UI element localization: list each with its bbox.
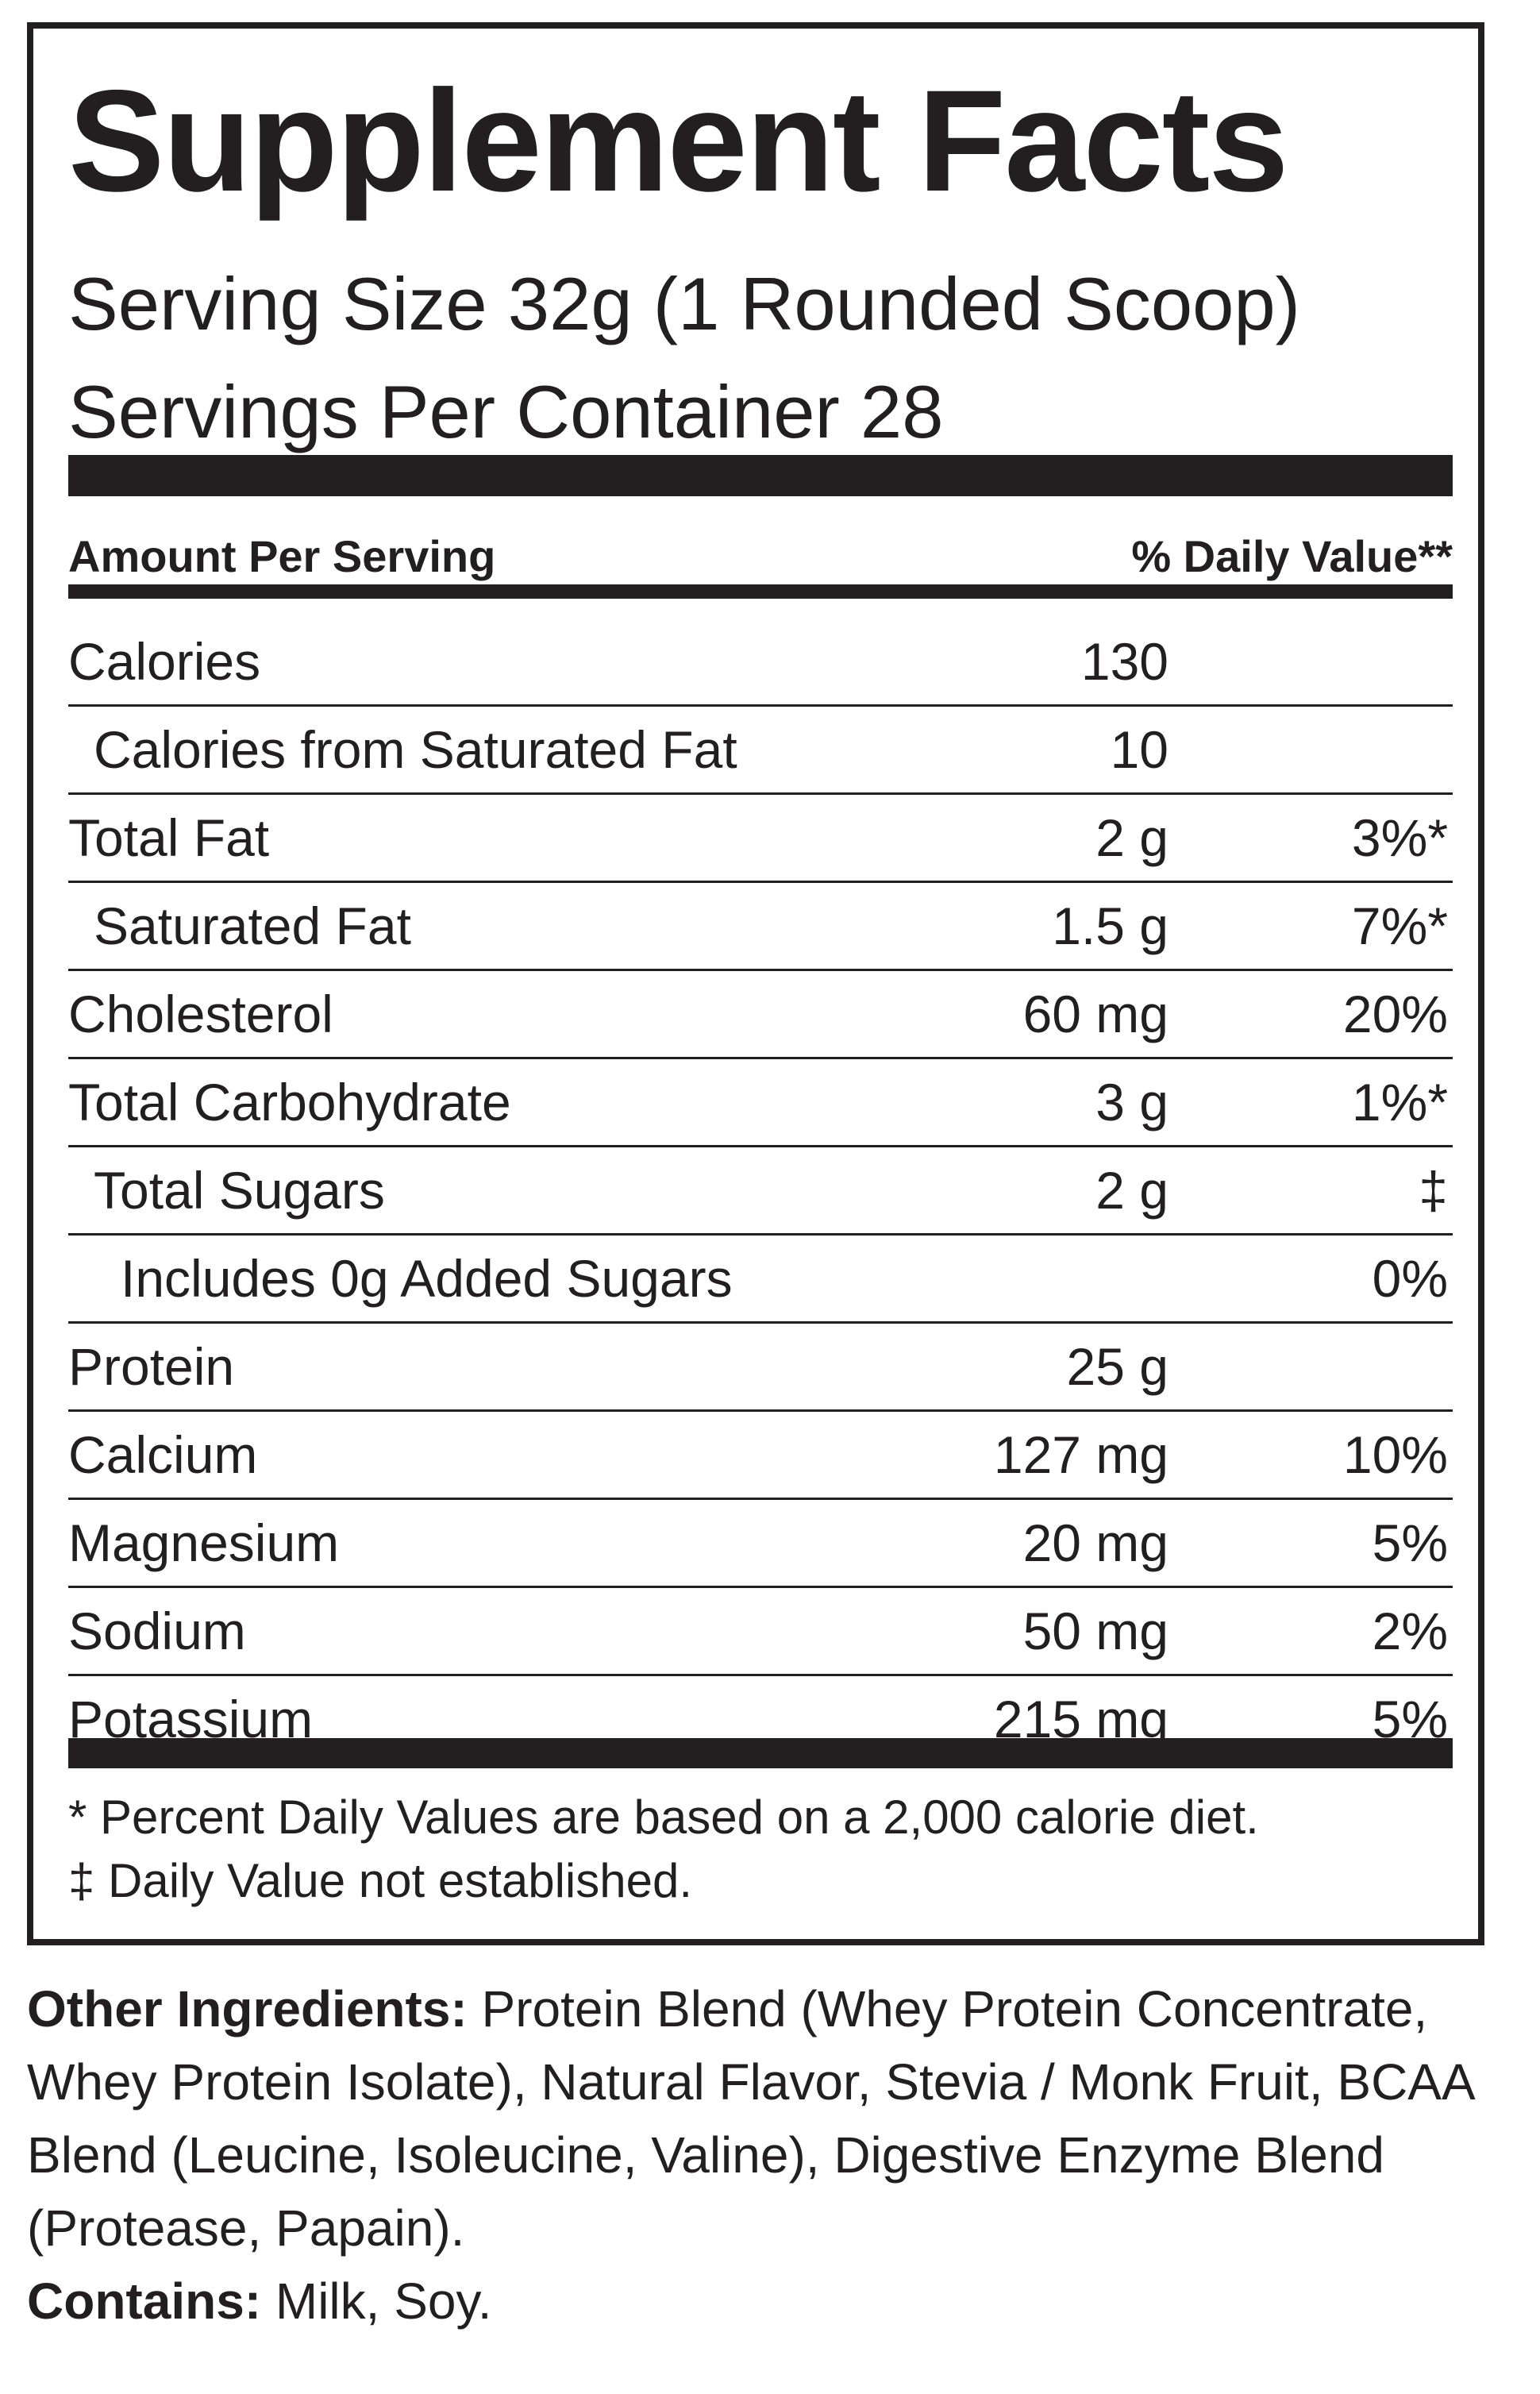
serving-size: Serving Size 32g (1 Rounded Scoop) xyxy=(68,262,1300,345)
daily-value: 7%* xyxy=(1351,896,1448,955)
nutrient-row: Calories 130 xyxy=(68,619,1453,707)
amount: 3 g xyxy=(1095,1073,1168,1131)
contains: Contains: Milk, Soy. xyxy=(27,2265,1488,2338)
nutrient-row: Protein 25 g xyxy=(68,1324,1453,1412)
nutrient-row: Calcium 127 mg 10% xyxy=(68,1412,1453,1500)
ingredients-label: Other Ingredients: xyxy=(27,1980,468,2037)
ingredients: Other Ingredients: Protein Blend (Whey P… xyxy=(27,1972,1488,2265)
nutrient-name: Calcium xyxy=(68,1425,258,1484)
nutrient-row: Calories from Saturated Fat 10 xyxy=(68,707,1453,795)
thick-rule xyxy=(68,1738,1453,1768)
daily-value: ‡ xyxy=(1419,1161,1448,1220)
daily-value: 1%* xyxy=(1351,1073,1448,1131)
daily-value: 3%* xyxy=(1351,808,1448,867)
nutrient-row: Includes 0g Added Sugars 0% xyxy=(68,1236,1453,1324)
daily-value: 0% xyxy=(1372,1249,1448,1308)
footnote: * Percent Daily Values are based on a 2,… xyxy=(68,1791,1259,1844)
column-headers: Amount Per Serving % Daily Value** xyxy=(68,530,1453,582)
nutrient-name: Includes 0g Added Sugars xyxy=(121,1249,733,1308)
nutrient-name: Magnesium xyxy=(68,1513,340,1572)
title: Supplement Facts xyxy=(68,60,1289,222)
footnote: ‡ Daily Value not established. xyxy=(68,1854,693,1907)
nutrient-row: Total Sugars 2 g ‡ xyxy=(68,1147,1453,1236)
nutrient-name: Sodium xyxy=(68,1602,246,1660)
column-header: Amount Per Serving xyxy=(68,531,496,581)
nutrient-name: Total Sugars xyxy=(94,1161,385,1220)
nutrient-name: Protein xyxy=(68,1337,235,1396)
nutrient-name: Cholesterol xyxy=(68,985,333,1043)
daily-value: 10% xyxy=(1342,1425,1448,1484)
nutrient-name: Total Carbohydrate xyxy=(68,1073,511,1131)
ingredients-text: Protein Blend (Whey Protein Concentrate,… xyxy=(27,1980,1473,2257)
nutrient-row: Saturated Fat 1.5 g 7%* xyxy=(68,883,1453,971)
nutrient-name: Total Fat xyxy=(68,808,270,867)
servings-per-container: Servings Per Container 28 xyxy=(68,370,944,453)
amount: 2 g xyxy=(1095,1161,1168,1220)
daily-value: 2% xyxy=(1372,1602,1448,1660)
contains-text: Milk, Soy. xyxy=(275,2273,492,2330)
amount: 2 g xyxy=(1095,808,1168,867)
daily-value: 5% xyxy=(1372,1513,1448,1572)
nutrient-row: Sodium 50 mg 2% xyxy=(68,1588,1453,1676)
medium-rule xyxy=(68,584,1453,599)
amount: 20 mg xyxy=(1022,1513,1168,1572)
amount: 25 g xyxy=(1066,1337,1168,1396)
daily-value: 20% xyxy=(1342,985,1448,1043)
nutrient-row: Total Carbohydrate 3 g 1%* xyxy=(68,1059,1453,1147)
nutrient-name: Saturated Fat xyxy=(94,896,411,955)
thick-rule xyxy=(68,455,1453,496)
amount: 50 mg xyxy=(1022,1602,1168,1660)
nutrient-name: Calories from Saturated Fat xyxy=(94,720,737,779)
amount: 130 xyxy=(1080,632,1168,691)
nutrient-row: Total Fat 2 g 3%* xyxy=(68,795,1453,883)
nutrient-row: Cholesterol 60 mg 20% xyxy=(68,971,1453,1059)
amount: 1.5 g xyxy=(1052,896,1168,955)
nutrient-table: Calories 130 Calories from Saturated Fat 10… xyxy=(68,619,1453,1762)
amount: 60 mg xyxy=(1022,985,1168,1043)
column-header: % Daily Value** xyxy=(1131,531,1453,581)
amount: 10 xyxy=(1110,720,1168,779)
nutrient-name: Calories xyxy=(68,632,261,691)
contains-label: Contains: xyxy=(27,2273,262,2330)
facts-panel: Supplement Facts Serving Size 32g (1 Rou… xyxy=(27,22,1484,1945)
amount: 127 mg xyxy=(993,1425,1168,1484)
nutrient-row: Magnesium 20 mg 5% xyxy=(68,1500,1453,1588)
